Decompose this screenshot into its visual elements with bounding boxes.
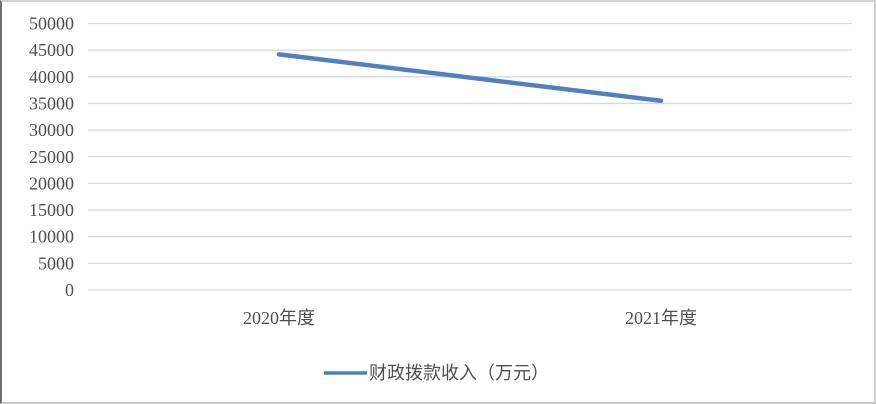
- series-layer: [276, 52, 664, 104]
- y-tick-label: 30000: [29, 120, 74, 140]
- x-axis-labels: 2020年度 2021年度: [243, 308, 697, 328]
- y-tick-label: 25000: [29, 147, 74, 167]
- y-tick-label: 35000: [29, 93, 74, 113]
- y-tick-label: 0: [65, 280, 74, 300]
- y-tick-label: 20000: [29, 173, 74, 193]
- legend-label: 财政拨款收入（万元）: [369, 363, 549, 383]
- x-tick-label: 2021年度: [625, 308, 697, 328]
- data-series-line: [276, 52, 664, 104]
- y-tick-label: 40000: [29, 67, 74, 87]
- y-tick-label: 15000: [29, 200, 74, 220]
- y-tick-label: 45000: [29, 40, 74, 60]
- y-tick-label: 5000: [38, 253, 74, 273]
- legend: 财政拨款收入（万元）: [324, 363, 549, 383]
- x-tick-label: 2020年度: [243, 308, 315, 328]
- y-tick-label: 50000: [29, 14, 74, 34]
- gridlines: [88, 22, 852, 291]
- y-tick-label: 10000: [29, 227, 74, 247]
- y-axis-labels: 0 5000 10000 15000 20000 25000 30000 35000 40000…: [29, 14, 74, 301]
